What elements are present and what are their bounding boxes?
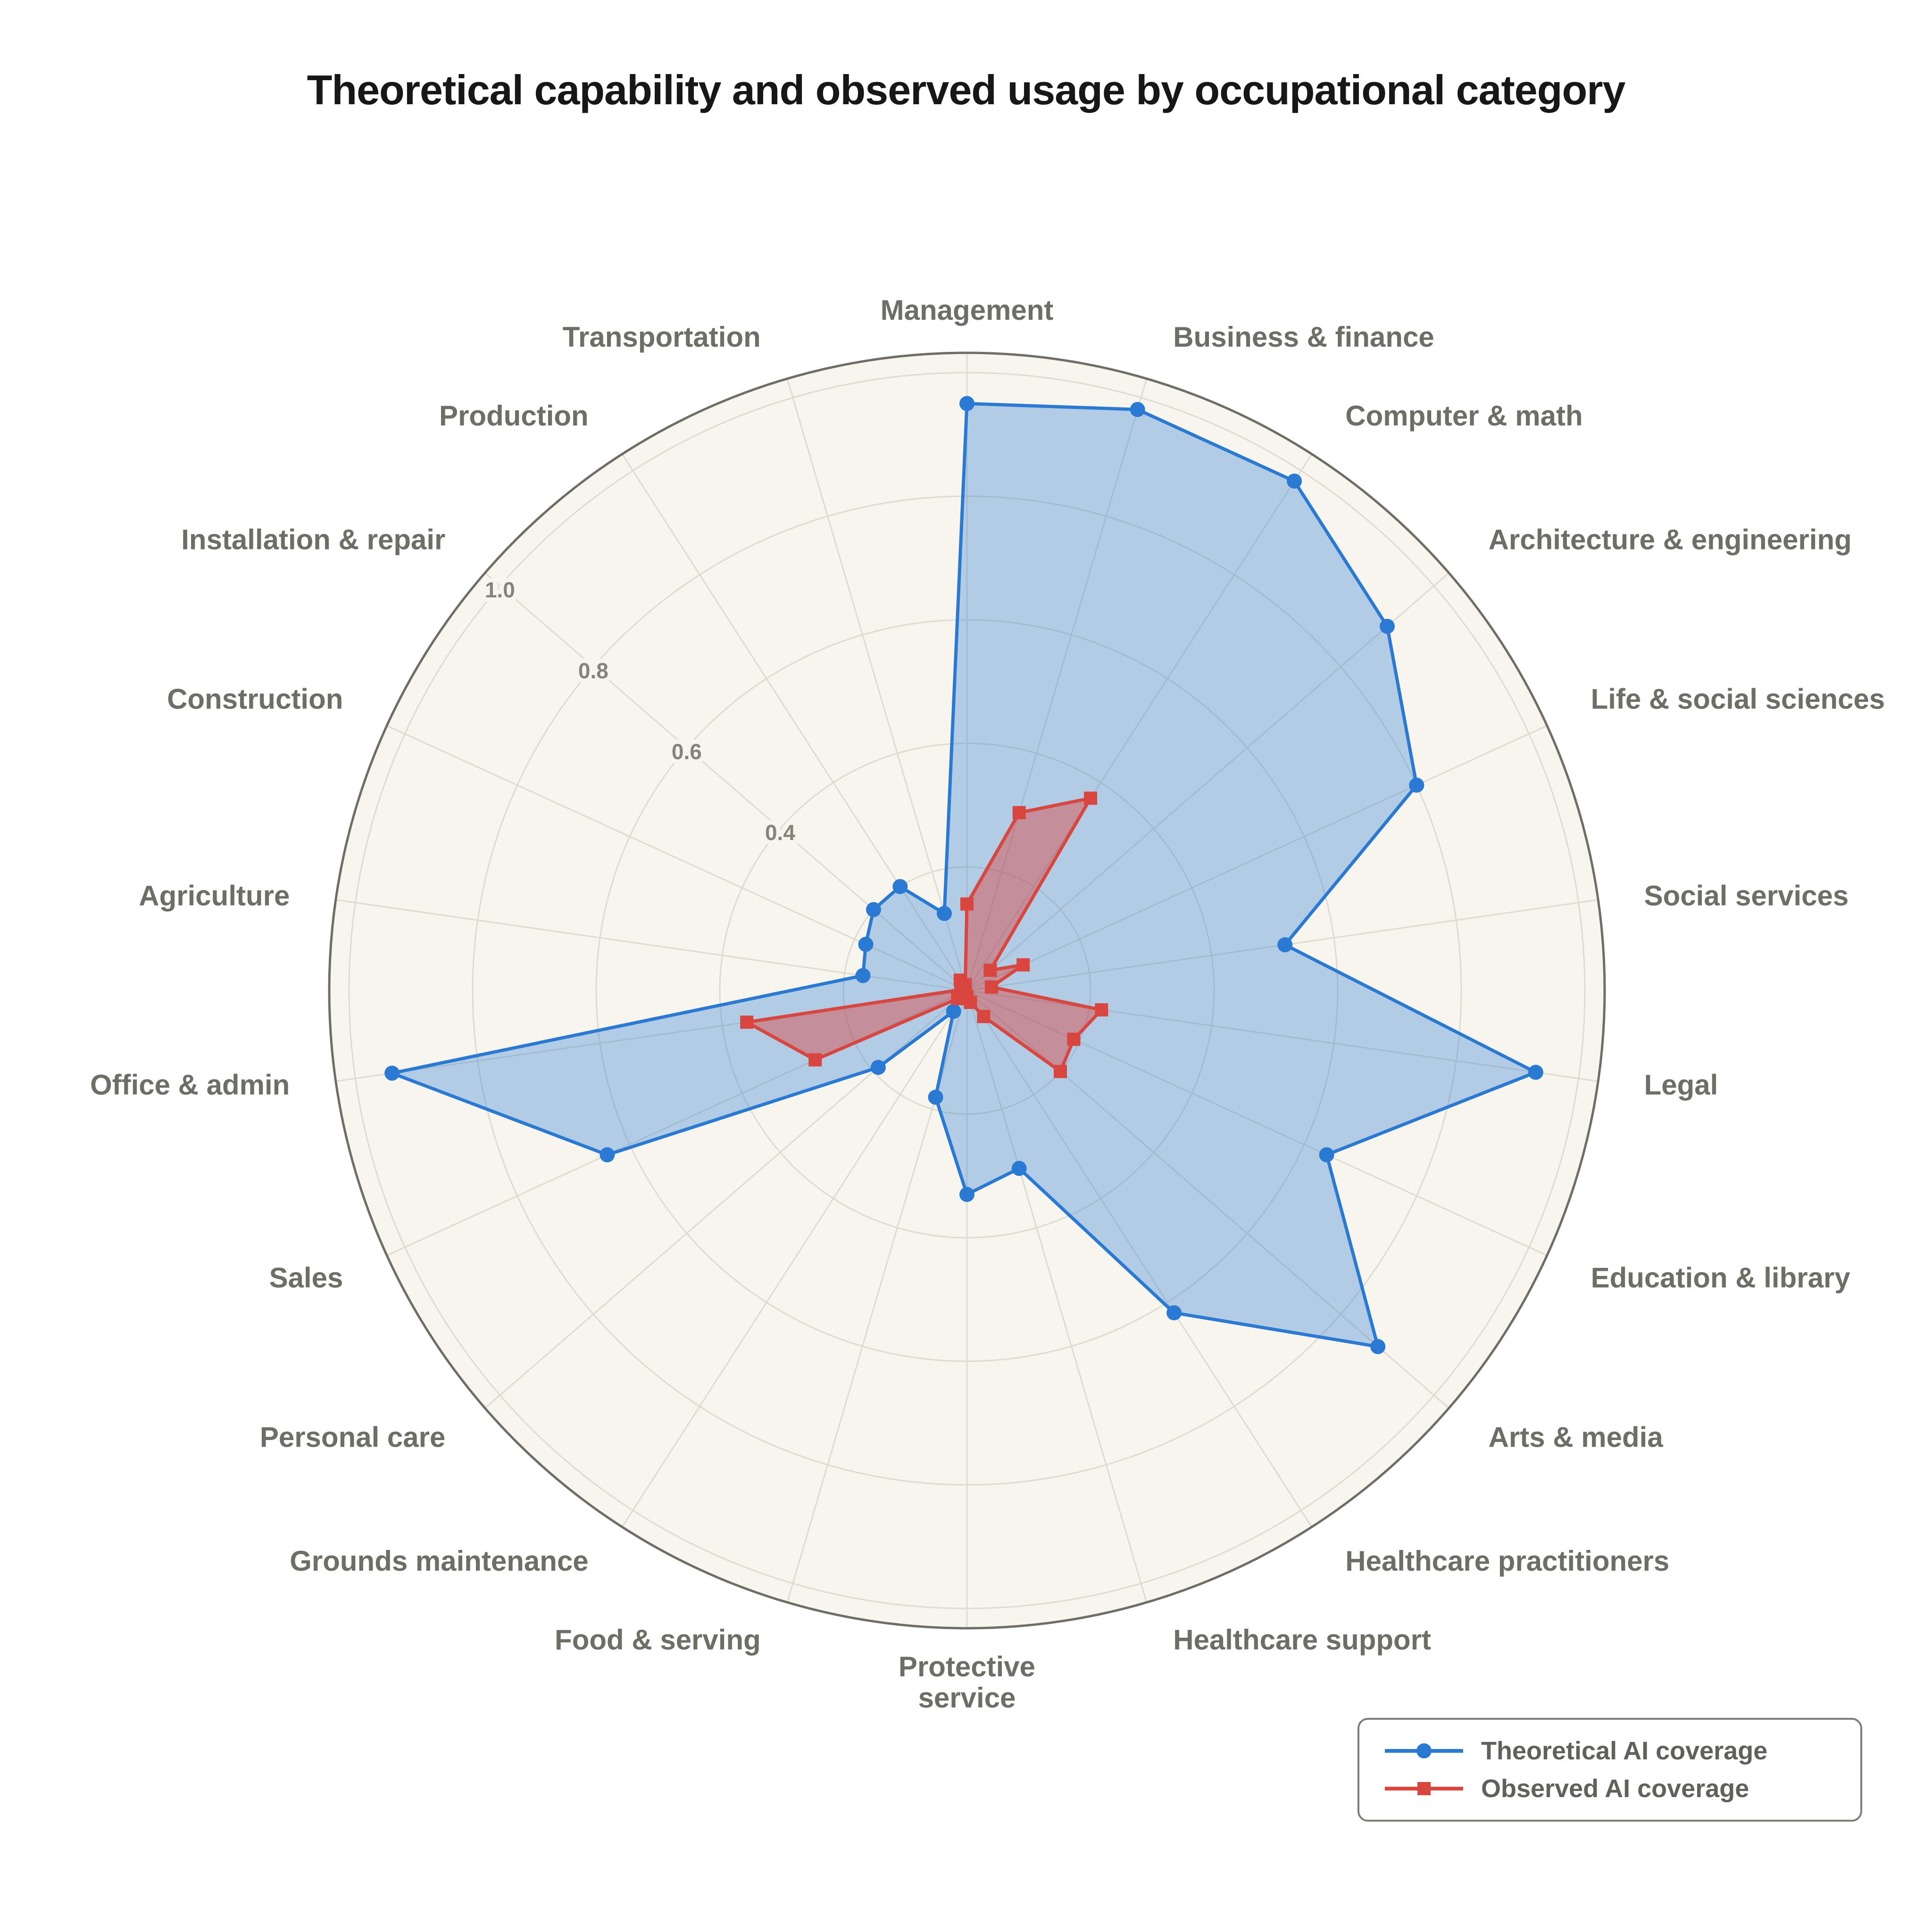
spoke	[966, 572, 1449, 991]
series-theoretical-point	[1380, 618, 1395, 634]
spoke	[966, 990, 1313, 1528]
series-observed-point	[1054, 1065, 1067, 1078]
series-observed-point	[983, 964, 997, 977]
spoke	[621, 990, 968, 1528]
spoke	[966, 453, 1313, 991]
category-label-sales: Sales	[269, 1262, 343, 1294]
series-theoretical-point	[1166, 1305, 1182, 1321]
legend: Theoretical AI coverage Observed AI cover…	[1357, 1718, 1862, 1822]
series-theoretical-point	[959, 396, 974, 411]
chart-title: Theoretical capability and observed usag…	[307, 67, 1626, 113]
spoke	[966, 990, 1148, 1603]
series-theoretical-point	[858, 937, 874, 952]
category-label-social-services: Social services	[1644, 880, 1849, 911]
spoke	[621, 453, 968, 991]
category-label-food-serving: Food & serving	[555, 1624, 761, 1656]
series-theoretical-point	[866, 902, 881, 917]
category-label-arts-media: Arts & media	[1489, 1421, 1664, 1453]
series-theoretical-point	[1319, 1147, 1334, 1163]
category-label-education-library: Education & library	[1591, 1262, 1851, 1294]
r-tick-label: 0.4	[765, 820, 795, 845]
series-observed-point	[977, 1010, 991, 1024]
series-observed-point	[984, 980, 998, 994]
series-theoretical-area	[392, 403, 1536, 1347]
spoke	[484, 572, 967, 991]
legend-label: Observed AI coverage	[1481, 1774, 1749, 1803]
spoke	[966, 990, 1548, 1257]
series-theoretical-point	[870, 1059, 886, 1075]
series-theoretical-point	[892, 879, 908, 894]
category-label-business-finance: Business & finance	[1173, 321, 1434, 353]
legend-label: Theoretical AI coverage	[1481, 1737, 1768, 1765]
r-tick-label: 0.8	[578, 658, 608, 683]
category-label-life-social-sciences: Life & social sciences	[1591, 683, 1885, 715]
category-label-legal: Legal	[1644, 1069, 1718, 1101]
series-theoretical-point	[1528, 1065, 1543, 1080]
category-label-management: Management	[881, 294, 1054, 326]
series-observed-point	[1067, 1033, 1081, 1046]
category-label-architecture-engineering: Architecture & engineering	[1489, 524, 1852, 556]
category-label-agriculture: Agriculture	[139, 880, 290, 911]
spoke	[786, 378, 968, 991]
category-label-transportation: Transportation	[563, 321, 761, 353]
series-observed-point	[1095, 1003, 1108, 1017]
series-observed-point	[740, 1016, 754, 1029]
series-observed-area	[747, 798, 1102, 1072]
series-theoretical-point	[1370, 1339, 1386, 1354]
series-observed-point	[808, 1053, 822, 1066]
series-theoretical-point	[937, 906, 952, 921]
category-label-installation-repair: Installation & repair	[181, 524, 445, 556]
series-observed-point	[1012, 806, 1026, 819]
r-tick-label: 1.0	[485, 577, 515, 602]
legend-marker-theoretical	[1385, 1743, 1463, 1758]
spoke	[966, 378, 1148, 991]
category-label-office-admin: Office & admin	[90, 1069, 290, 1101]
series-theoretical-point	[855, 968, 871, 983]
series-theoretical-point	[928, 1090, 943, 1105]
series-theoretical-point	[1409, 777, 1424, 793]
category-label-grounds-maintenance: Grounds maintenance	[290, 1545, 588, 1577]
category-label-production: Production	[439, 400, 589, 432]
series-theoretical-point	[1130, 402, 1145, 417]
category-label-healthcare-support: Healthcare support	[1173, 1624, 1431, 1656]
series-theoretical-point	[946, 1004, 961, 1019]
spoke	[966, 990, 1599, 1082]
category-label-protective-service: Protective service	[899, 1651, 1035, 1714]
category-label-personal-care: Personal care	[260, 1421, 446, 1453]
r-tick-label: 0.6	[672, 739, 702, 764]
outer-ring	[328, 351, 1606, 1630]
legend-marker-observed	[1385, 1782, 1463, 1795]
series-theoretical-point	[959, 1187, 974, 1202]
series-observed-point	[1084, 791, 1098, 805]
series-theoretical-point	[1277, 937, 1293, 953]
series-observed-point	[1016, 958, 1030, 972]
legend-item: Observed AI coverage	[1384, 1774, 1860, 1803]
series-observed-point	[960, 897, 974, 911]
category-label-construction: Construction	[167, 683, 343, 715]
legend-item: Theoretical AI coverage	[1384, 1736, 1860, 1765]
series-theoretical-point	[1287, 473, 1302, 489]
spoke	[966, 724, 1548, 991]
category-label-computer-math: Computer & math	[1345, 400, 1582, 432]
category-label-healthcare-practitioners: Healthcare practitioners	[1345, 1545, 1669, 1577]
series-theoretical-point	[600, 1147, 615, 1163]
series-theoretical-point	[384, 1066, 400, 1081]
series-observed-point	[958, 978, 972, 991]
series-theoretical-point	[1011, 1161, 1027, 1176]
